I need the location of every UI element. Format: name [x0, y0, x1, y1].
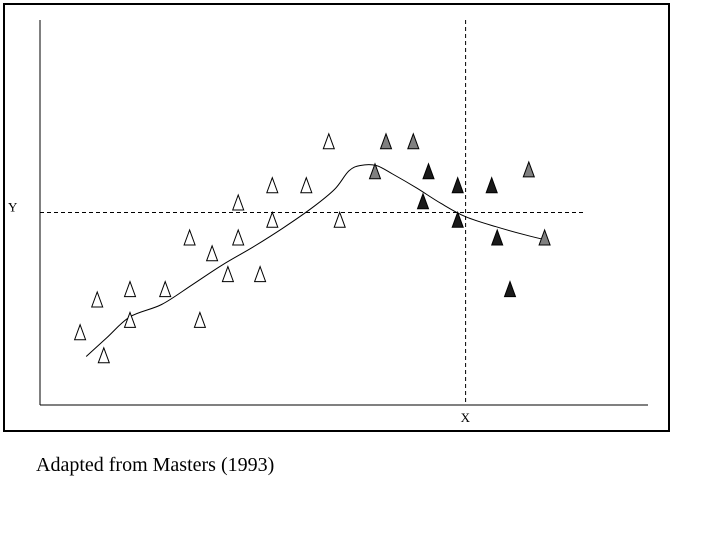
data-point-triangle-black — [490, 228, 504, 246]
y-axis-label: Y — [8, 200, 18, 215]
data-point-triangle-open — [266, 210, 279, 228]
data-point-triangle-open — [253, 265, 267, 283]
data-point-triangle-open — [73, 323, 87, 341]
x-axis-label: X — [461, 410, 471, 425]
caption: Adapted from Masters (1993) — [36, 454, 275, 476]
data-point-triangle-open — [158, 280, 172, 298]
data-point-triangle-black — [503, 280, 517, 298]
data-point-triangle-black — [422, 162, 435, 180]
data-point-triangle-gray — [368, 162, 382, 180]
data-point-triangle-open — [266, 176, 279, 194]
chart-frame — [3, 3, 670, 432]
data-point-triangle-open — [221, 265, 235, 283]
data-point-triangle-open — [300, 176, 313, 194]
data-point-triangle-gray — [522, 160, 536, 178]
fit-curve — [85, 164, 548, 357]
data-point-triangle-black — [451, 176, 464, 194]
data-point-triangle-open — [322, 132, 336, 150]
scatter-chart: Y X — [8, 20, 648, 425]
data-point-triangle-open — [205, 244, 219, 262]
data-point-triangle-gray — [538, 228, 551, 246]
data-point-triangle-open — [123, 280, 137, 298]
data-point-triangle-open — [123, 310, 137, 328]
data-point-triangle-gray — [407, 132, 420, 150]
data-point-triangle-open — [231, 228, 245, 246]
data-point-triangle-open — [193, 310, 207, 328]
data-point-triangle-open — [333, 210, 346, 228]
data-point-triangle-black — [416, 192, 430, 210]
data-point-triangle-open — [183, 228, 196, 246]
data-points — [73, 132, 551, 364]
data-point-triangle-black — [485, 176, 498, 194]
data-point-triangle-gray — [379, 132, 393, 150]
data-point-triangle-open — [90, 290, 104, 308]
data-point-triangle-black — [451, 210, 464, 228]
data-point-triangle-open — [97, 346, 111, 364]
data-point-triangle-open — [231, 193, 245, 211]
